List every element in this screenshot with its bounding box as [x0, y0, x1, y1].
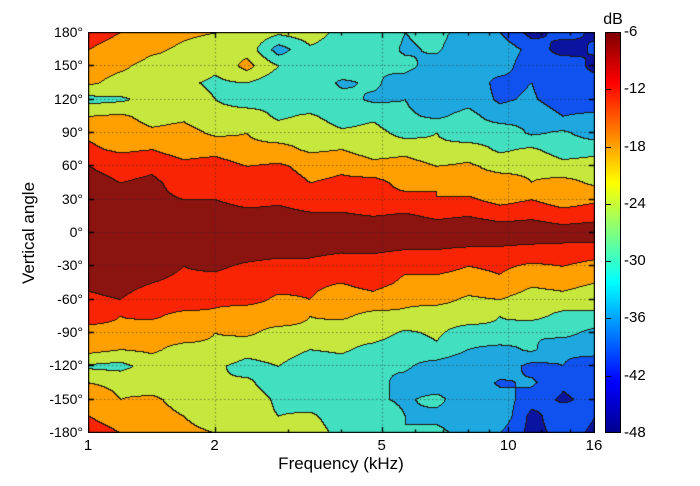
- colorbar-unit-label: dB: [603, 11, 623, 28]
- colorbar-tick-label: -42: [624, 366, 646, 384]
- colorbar-tick-mark: [606, 261, 611, 262]
- y-tick-label: -60°: [57, 290, 83, 307]
- x-axis-label: Frequency (kHz): [278, 454, 404, 473]
- x-tick-label: 1: [83, 437, 93, 454]
- colorbar-tick-label: -12: [624, 80, 646, 98]
- y-tick-label: 0°: [69, 224, 83, 240]
- colorbar-tick-mark: [606, 147, 611, 148]
- colorbar-tick-label: -6: [624, 23, 638, 40]
- y-tick-label: -150°: [49, 390, 83, 407]
- colorbar-tick-mark: [606, 89, 611, 90]
- colorbar-tick-label: -36: [624, 309, 646, 327]
- x-tick-label: 2: [210, 437, 219, 454]
- y-tick-label: -180°: [49, 424, 83, 440]
- colorbar: [605, 32, 621, 433]
- y-tick-label: -90°: [57, 324, 83, 340]
- y-tick-label: 30°: [61, 190, 83, 207]
- y-tick-label: -30°: [57, 257, 83, 274]
- colorbar-tick-label: -30: [624, 252, 646, 270]
- y-tick-label: 60°: [61, 157, 83, 174]
- contour-plot: [88, 32, 595, 433]
- x-tick-label: 5: [377, 437, 386, 454]
- y-tick-label: 120°: [54, 90, 83, 107]
- x-tick-label: 10: [499, 437, 517, 454]
- y-tick-label: 90°: [61, 124, 83, 140]
- y-tick-label: 150°: [54, 57, 83, 74]
- colorbar-tick-label: -48: [624, 424, 646, 441]
- colorbar-tick-mark: [606, 204, 611, 205]
- colorbar-tick-mark: [606, 318, 611, 319]
- x-tick-label: 16: [585, 437, 603, 454]
- y-tick-label: -120°: [49, 357, 83, 374]
- colorbar-tick-label: -18: [624, 137, 646, 155]
- colorbar-tick-label: -24: [624, 194, 646, 212]
- y-tick-label: 180°: [54, 24, 83, 40]
- colorbar-tick-mark: [606, 376, 611, 377]
